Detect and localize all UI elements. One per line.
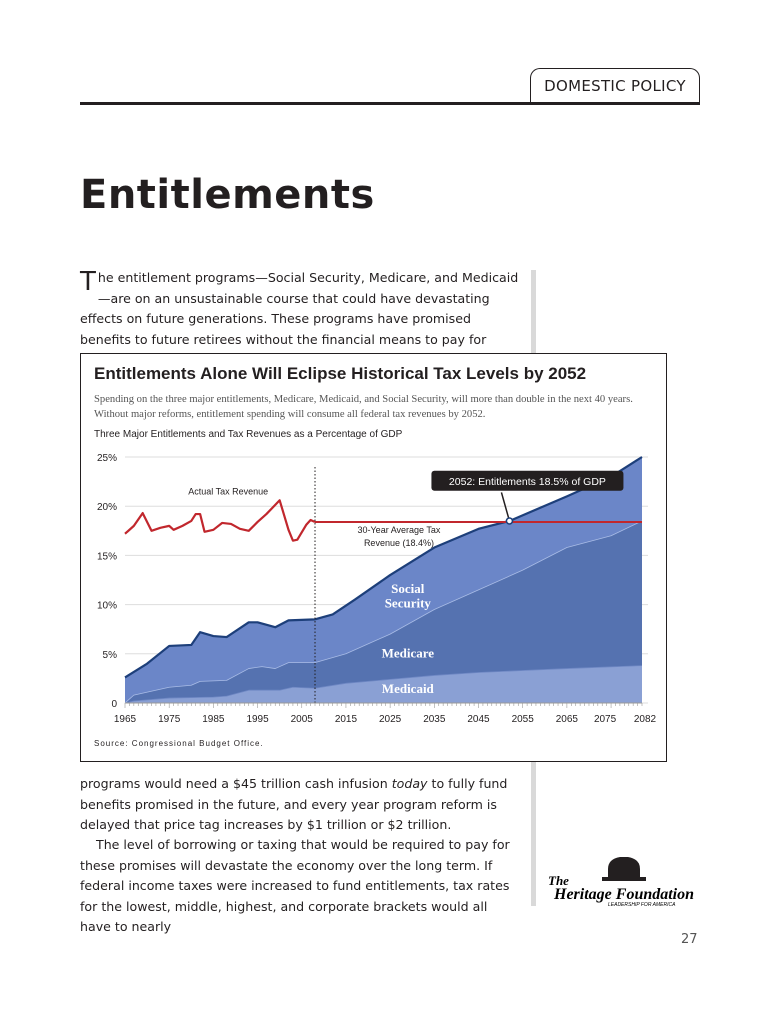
chart-subtitle: Spending on the three major entitlements… xyxy=(94,394,633,420)
emphasis-today: today xyxy=(391,776,428,791)
x-tick-label: 1995 xyxy=(246,714,269,725)
paragraph-2: The level of borrowing or taxing that wo… xyxy=(80,837,510,934)
x-tick-label: 2025 xyxy=(379,714,402,725)
y-tick-label: 0 xyxy=(111,699,117,710)
label-social-security: Social xyxy=(391,581,425,596)
heritage-foundation-logo: The Heritage Foundation LEADERSHIP FOR A… xyxy=(548,855,698,910)
liberty-bell-icon xyxy=(602,857,646,881)
header-rule xyxy=(80,102,700,105)
x-tick-label: 1965 xyxy=(114,714,137,725)
chart-figure: Entitlements Alone Will Eclipse Historic… xyxy=(80,353,667,762)
x-tick-label: 2045 xyxy=(467,714,490,725)
x-tick-label: 1975 xyxy=(158,714,181,725)
chart-source: Source: Congressional Budget Office. xyxy=(94,739,264,748)
callout-text: 2052: Entitlements 18.5% of GDP xyxy=(449,476,606,488)
chart-title: Entitlements Alone Will Eclipse Historic… xyxy=(94,364,587,383)
x-tick-label: 2005 xyxy=(291,714,314,725)
svg-text:LEADERSHIP FOR AMERICA: LEADERSHIP FOR AMERICA xyxy=(608,902,676,908)
x-tick-label: 2035 xyxy=(423,714,446,725)
annotation-actual-tax-revenue: Actual Tax Revenue xyxy=(188,486,268,496)
label-medicare: Medicare xyxy=(382,646,435,661)
x-tick-label: 2065 xyxy=(556,714,579,725)
y-tick-label: 20% xyxy=(97,502,117,513)
x-tick-label: 2015 xyxy=(335,714,358,725)
svg-text:Heritage Foundation: Heritage Foundation xyxy=(553,886,694,903)
area-medicaid xyxy=(125,665,642,703)
page-number: 27 xyxy=(681,932,698,947)
svg-text:The: The xyxy=(548,873,569,888)
callout-box xyxy=(431,470,624,491)
x-tick-label: 2055 xyxy=(512,714,535,725)
y-tick-label: 10% xyxy=(97,601,117,612)
x-tick-label: 1985 xyxy=(202,714,225,725)
label-medicaid: Medicaid xyxy=(382,681,435,696)
paragraph-1-continued: programs would need a $45 trillion cash … xyxy=(80,774,520,836)
line-medicaid-boundary xyxy=(124,665,643,704)
intersection-marker xyxy=(505,517,514,525)
chart-plot: 0 5% 10% 15% 20% 25% 1965 1975 1985 1995 2005 2015 2… xyxy=(97,453,657,725)
line-total-entitlements xyxy=(124,456,643,679)
callout-pointer xyxy=(500,492,511,522)
page-title: Entitlements xyxy=(80,172,375,218)
x-tick-label: 2082 xyxy=(634,714,657,725)
y-tick-label: 5% xyxy=(103,650,118,661)
area-medicare xyxy=(125,520,642,703)
drop-cap: T xyxy=(80,267,96,297)
section-tab-label: DOMESTIC POLICY xyxy=(544,77,686,95)
x-tick-label: 2075 xyxy=(594,714,617,725)
y-tick-label: 15% xyxy=(97,551,117,562)
label-social-security-2: Security xyxy=(385,596,432,611)
y-tick-label: 25% xyxy=(97,453,117,464)
text: to fully fund benefits promised in the f… xyxy=(80,776,508,832)
line-actual-tax-revenue xyxy=(124,499,316,542)
section-tab: DOMESTIC POLICY xyxy=(530,68,700,103)
chart-label: Three Major Entitlements and Tax Revenue… xyxy=(94,429,403,440)
annotation-average-tax-revenue: 30-Year Average Tax Revenue (18.4%) xyxy=(358,525,441,548)
line-medicare-boundary xyxy=(124,520,643,704)
text: programs would need a $45 trillion cash … xyxy=(80,776,392,791)
